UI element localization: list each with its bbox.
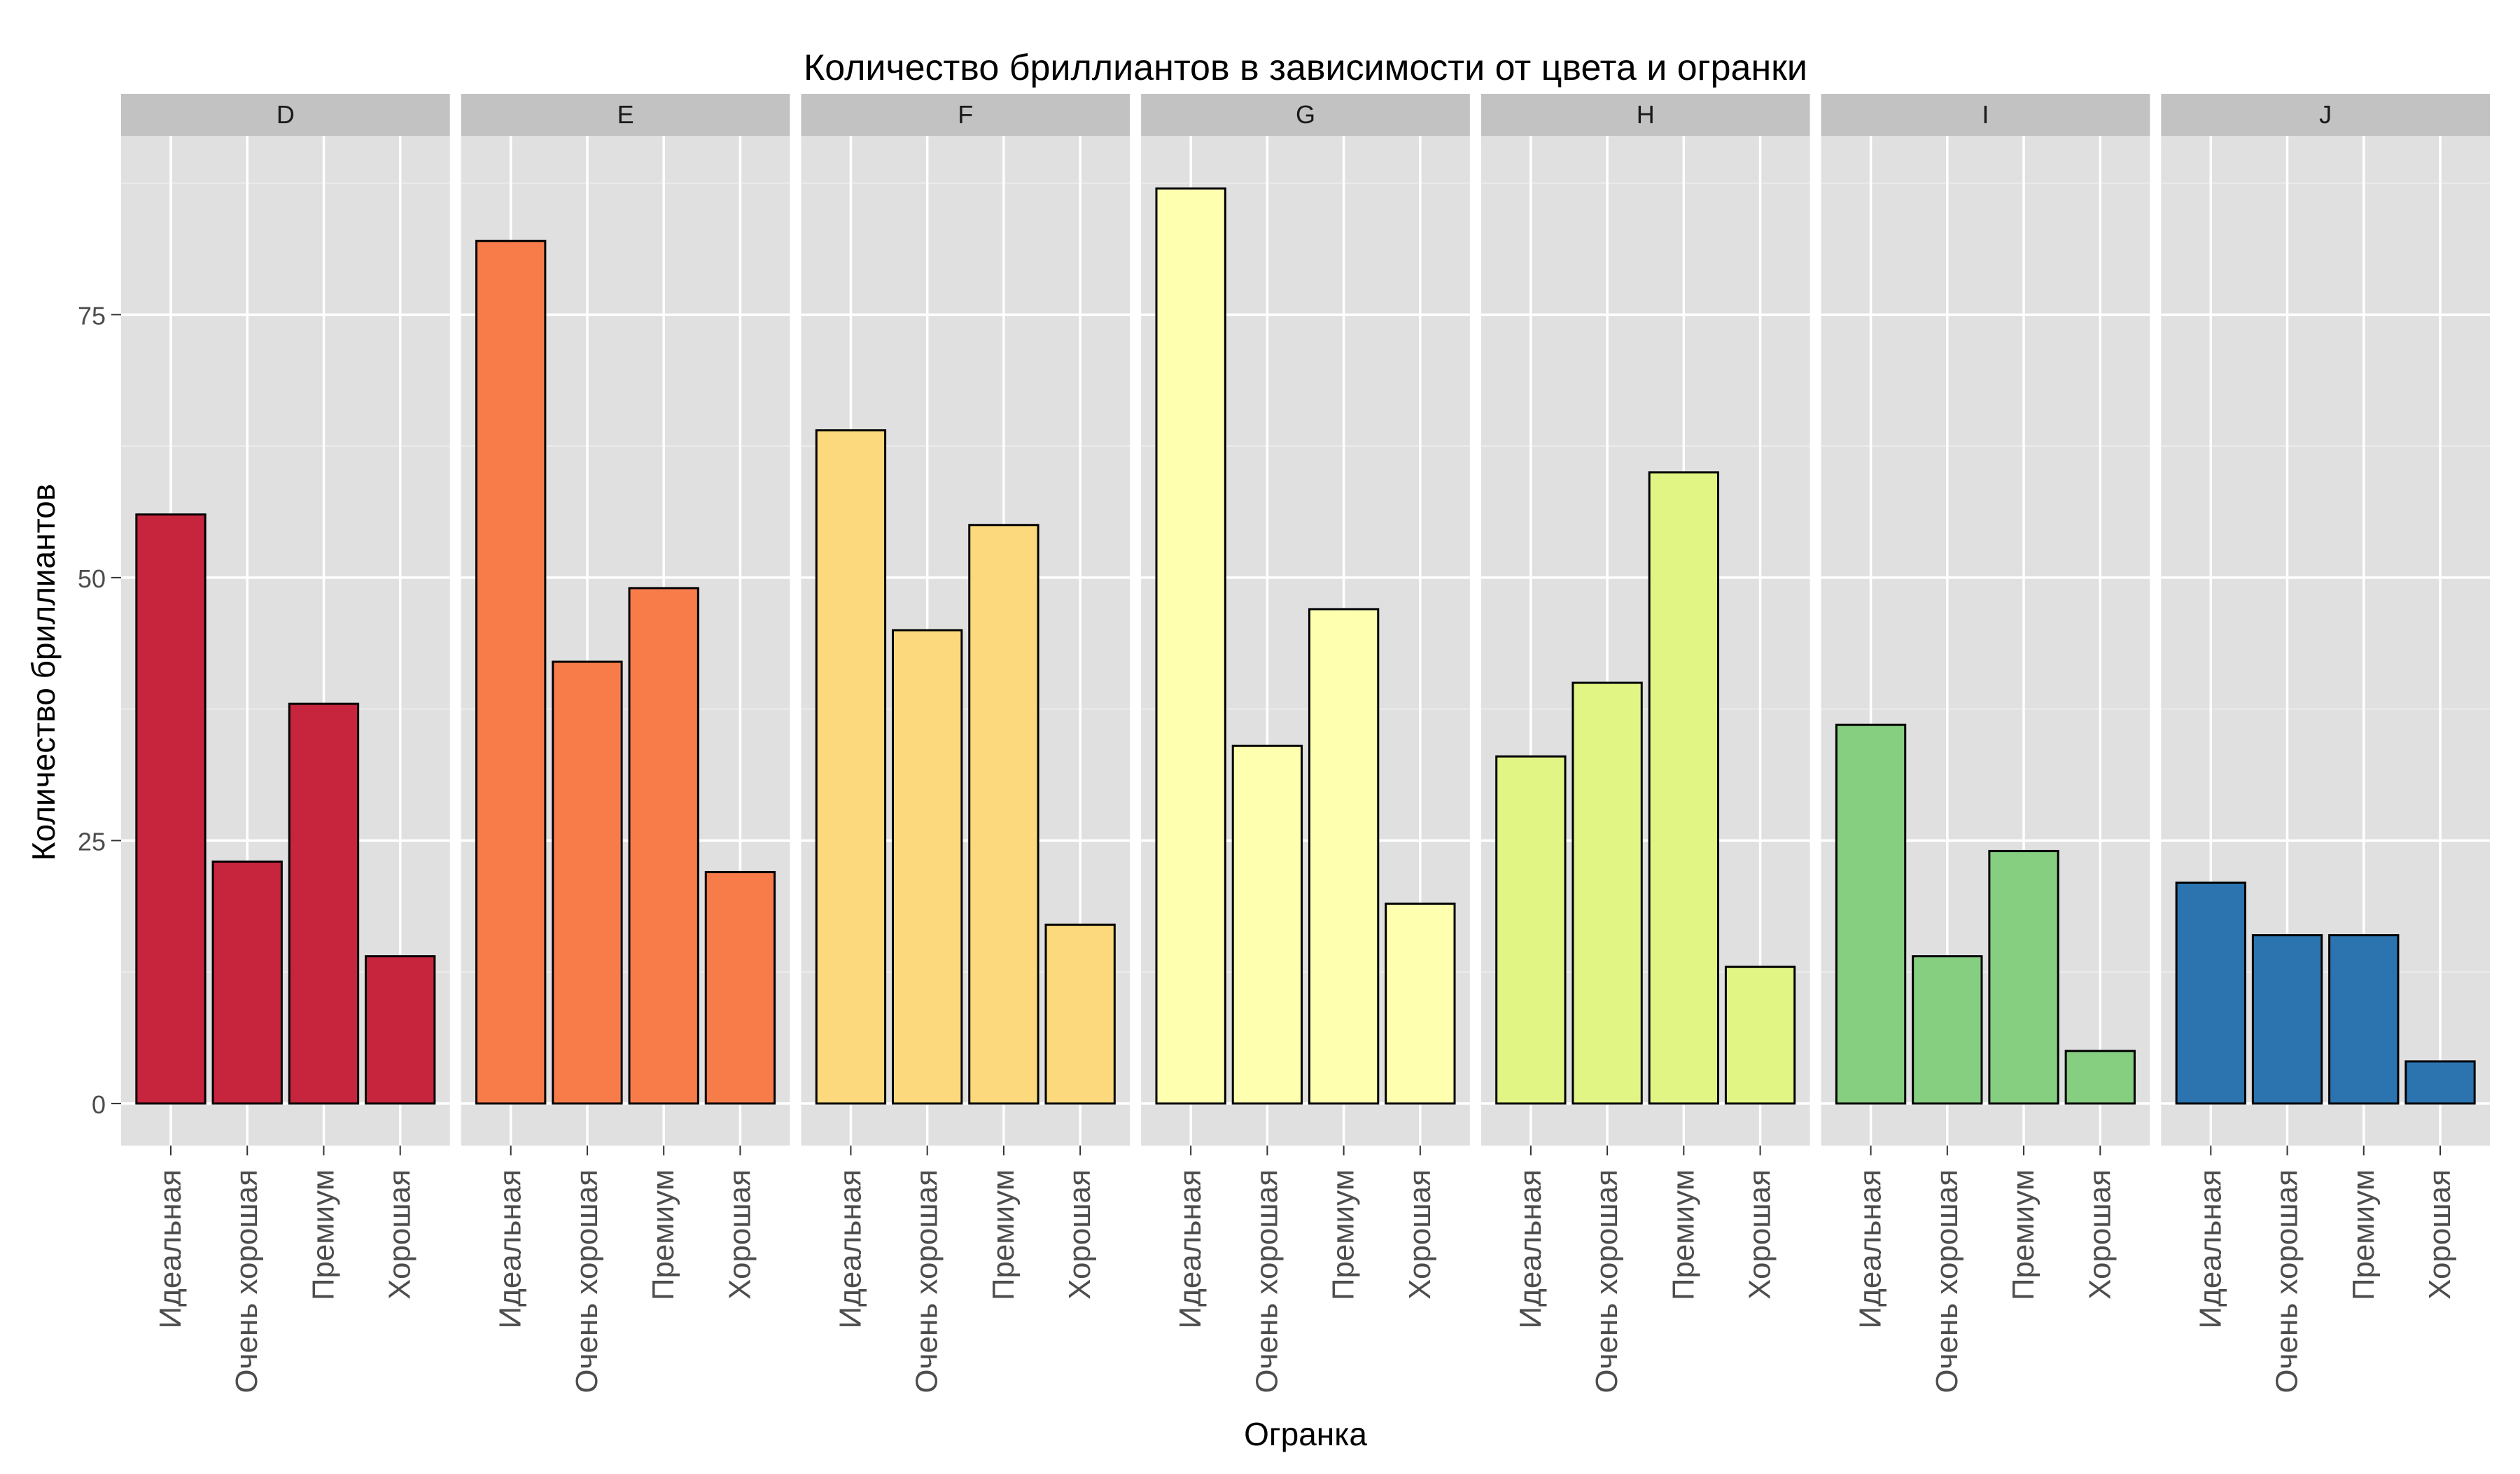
bar-F-2 xyxy=(892,629,963,1105)
facet-strip-label: F xyxy=(958,100,973,129)
bar-H-4 xyxy=(1724,966,1796,1105)
bar-D-3 xyxy=(288,702,360,1105)
bar-I-3 xyxy=(1988,849,2059,1105)
x-tick-label: Идеальная xyxy=(1173,1169,1208,1328)
bar-G-1 xyxy=(1155,187,1226,1105)
bar-H-3 xyxy=(1648,471,1719,1105)
x-tick-label: Хорошая xyxy=(722,1169,757,1300)
bar-D-1 xyxy=(135,513,206,1105)
y-tick-label: 50 xyxy=(78,564,106,593)
y-axis-title: Количество бриллиантов xyxy=(25,484,62,861)
facet-strip xyxy=(1821,94,2150,136)
facet-panel-J: J Идеальная Очень хорошая Премиум Хорошая xyxy=(2161,94,2490,1393)
bar-J-4 xyxy=(2404,1060,2476,1105)
x-tick-label: Очень хорошая xyxy=(1590,1169,1624,1393)
facet-panel-F: F Идеальная Очень хорошая Премиум Хорошая xyxy=(801,94,1130,1393)
bar-G-4 xyxy=(1385,903,1456,1105)
x-tick-label: Премиум xyxy=(2346,1169,2381,1300)
bar-F-1 xyxy=(815,429,887,1105)
x-tick-label: Премиум xyxy=(1666,1169,1700,1300)
facet-strip-label: D xyxy=(276,100,295,129)
x-tick-label: Очень хорошая xyxy=(1250,1169,1284,1393)
facet-panel-G: G Идеальная Очень хорошая Премиум Хорошая xyxy=(1141,94,1470,1393)
bar-E-3 xyxy=(628,587,699,1105)
facet-strip xyxy=(801,94,1130,136)
x-tick-label: Премиум xyxy=(306,1169,340,1300)
x-tick-label: Идеальная xyxy=(833,1169,867,1328)
x-tick-label: Хорошая xyxy=(2423,1169,2457,1300)
bar-E-4 xyxy=(704,870,776,1105)
x-tick-label: Хорошая xyxy=(1743,1169,1777,1300)
x-tick-label: Очень хорошая xyxy=(230,1169,264,1393)
facet-panels: D Идеальная Очень хорошая Премиум Хорошая E Ид… xyxy=(121,94,2490,1393)
bar-J-1 xyxy=(2175,881,2246,1105)
bar-D-4 xyxy=(365,955,436,1105)
x-tick-label: Премиум xyxy=(646,1169,680,1300)
bar-E-1 xyxy=(475,239,547,1105)
x-axis-title: Огранка xyxy=(1244,1416,1367,1452)
x-tick-label: Хорошая xyxy=(2082,1169,2117,1300)
bar-G-2 xyxy=(1231,744,1303,1105)
bar-F-3 xyxy=(968,524,1040,1105)
facet-strip xyxy=(2161,94,2490,136)
chart-title: Количество бриллиантов в зависимости от … xyxy=(804,48,1807,88)
facet-panel-I: I Идеальная Очень хорошая Премиум Хорошая xyxy=(1821,94,2150,1393)
facet-strip-label: J xyxy=(2319,100,2332,129)
facet-strip xyxy=(1141,94,1470,136)
facet-panel-D: D Идеальная Очень хорошая Премиум Хорошая xyxy=(121,94,450,1393)
bar-J-2 xyxy=(2251,934,2323,1105)
y-axis: 0 25 50 75 xyxy=(78,301,121,1119)
x-tick-label: Премиум xyxy=(2006,1169,2040,1300)
facet-panel-H: H Идеальная Очень хорошая Премиум Хорошая xyxy=(1480,94,1810,1393)
bar-D-2 xyxy=(211,860,283,1105)
bar-G-3 xyxy=(1308,608,1380,1105)
bar-J-3 xyxy=(2328,934,2400,1105)
facet-strip-label: G xyxy=(1296,100,1315,129)
x-tick-label: Очень хорошая xyxy=(910,1169,944,1393)
facet-strip xyxy=(461,94,790,136)
bar-H-1 xyxy=(1495,755,1567,1105)
x-tick-label: Очень хорошая xyxy=(2270,1169,2304,1393)
x-tick-label: Идеальная xyxy=(1854,1169,1888,1328)
x-tick-label: Премиум xyxy=(1326,1169,1361,1300)
x-tick-label: Очень хорошая xyxy=(1930,1169,1964,1393)
y-tick-label: 75 xyxy=(78,301,106,330)
bar-H-2 xyxy=(1572,681,1643,1105)
facet-strip-label: E xyxy=(617,100,634,129)
bar-I-1 xyxy=(1835,723,1907,1105)
facet-strip-label: H xyxy=(1637,100,1655,129)
x-tick-label: Хорошая xyxy=(1063,1169,1097,1300)
x-tick-label: Идеальная xyxy=(2193,1169,2227,1328)
bar-I-2 xyxy=(1912,955,1983,1105)
y-tick-label: 25 xyxy=(78,827,106,856)
bar-I-4 xyxy=(2064,1050,2136,1105)
bar-F-4 xyxy=(1044,924,1116,1105)
facet-strip xyxy=(1480,94,1810,136)
y-tick-label: 0 xyxy=(92,1090,106,1119)
x-tick-label: Идеальная xyxy=(1513,1169,1548,1328)
facet-strip xyxy=(121,94,450,136)
x-tick-label: Премиум xyxy=(986,1169,1021,1300)
x-tick-label: Очень хорошая xyxy=(570,1169,604,1393)
x-tick-label: Хорошая xyxy=(1403,1169,1437,1300)
x-tick-label: Идеальная xyxy=(493,1169,528,1328)
facet-strip-label: I xyxy=(1982,100,1989,129)
x-tick-label: Идеальная xyxy=(153,1169,188,1328)
bar-E-2 xyxy=(552,660,623,1105)
x-tick-label: Хорошая xyxy=(383,1169,417,1300)
facet-panel-E: E Идеальная Очень хорошая Премиум Хорошая xyxy=(461,94,790,1393)
